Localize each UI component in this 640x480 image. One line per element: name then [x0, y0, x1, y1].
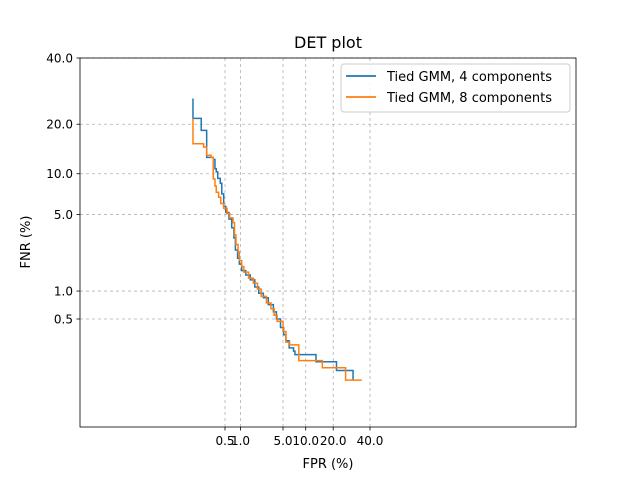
y-tick-label: 0.5 [54, 313, 73, 327]
series-line-1 [192, 98, 354, 381]
x-tick-label: 5.0 [273, 434, 292, 448]
y-axis-label: FNR (%) [19, 216, 34, 269]
legend-box [340, 63, 571, 113]
x-axis-label: FPR (%) [303, 457, 354, 472]
y-tick-label: 5.0 [54, 208, 73, 222]
x-tick-label: 10.0 [292, 434, 319, 448]
legend-label-1: Tied GMM, 4 components [386, 70, 552, 85]
chart-title: DET plot [294, 33, 362, 52]
y-tick-label: 20.0 [46, 118, 73, 132]
x-tick-label: 20.0 [320, 434, 347, 448]
y-tick-label: 10.0 [46, 167, 73, 181]
plot-area: 0.51.0 5.0 10.0 20.0 40.00.51.05.010.020.040… [46, 52, 577, 448]
y-tick-label: 1.0 [54, 285, 73, 299]
legend-label-2: Tied GMM, 8 components [386, 91, 552, 106]
axes-frame [79, 57, 577, 428]
x-tick-label: 40.0 [357, 434, 384, 448]
y-tick-label: 40.0 [46, 52, 73, 66]
legend: Tied GMM, 4 components Tied GMM, 8 compon… [340, 63, 571, 113]
series-line-2 [192, 118, 362, 381]
x-tick-label: 1.0 [231, 434, 250, 448]
x-tick-label: 0.5 [215, 434, 234, 448]
